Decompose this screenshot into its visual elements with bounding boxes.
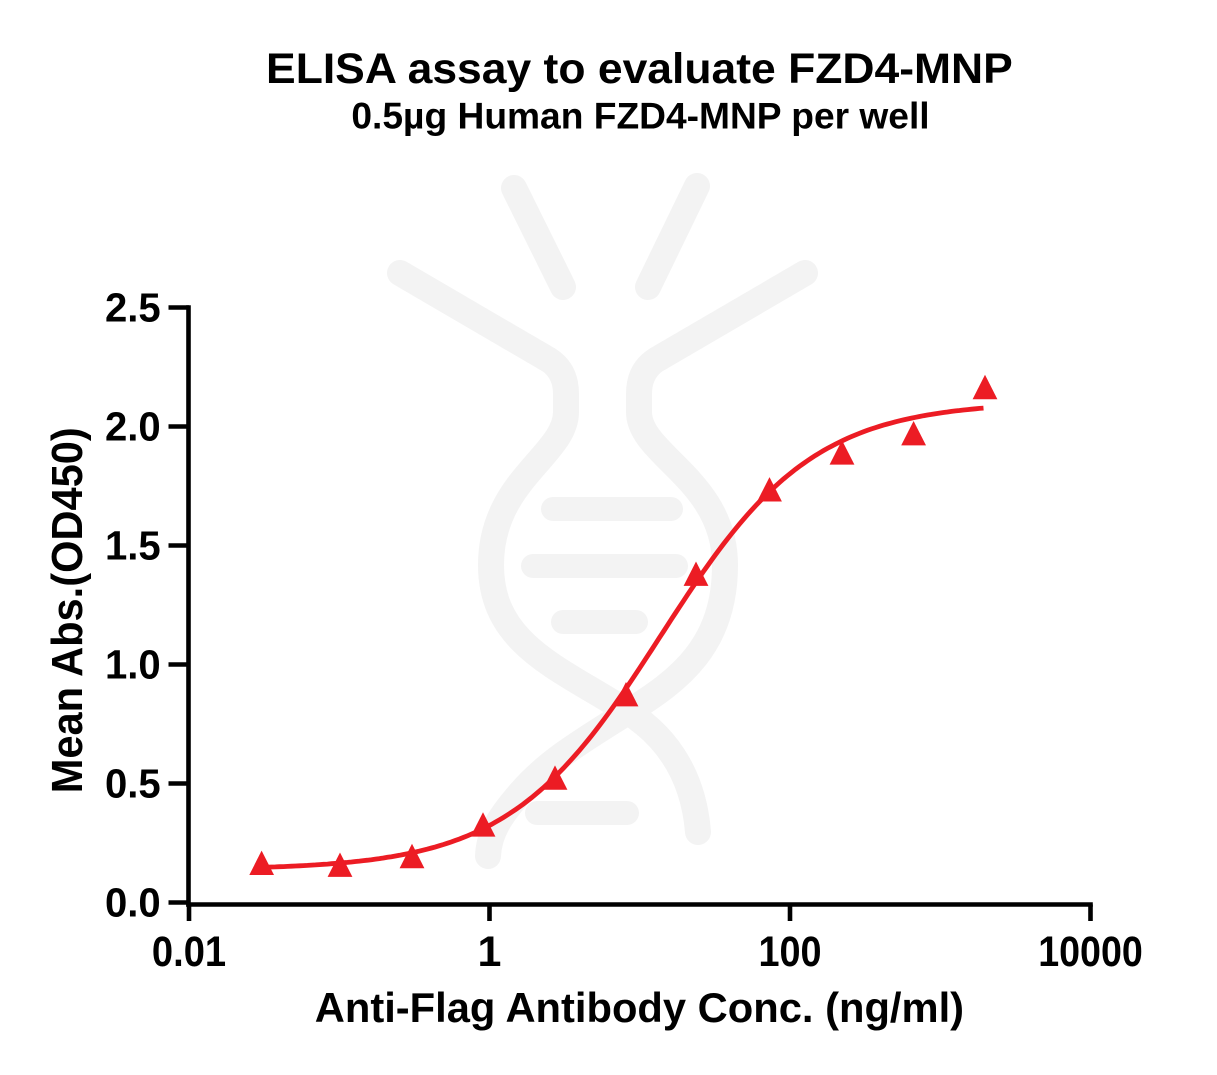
svg-text:0.5µg Human FZD4-MNP per well: 0.5µg Human FZD4-MNP per well bbox=[351, 95, 929, 137]
svg-text:Anti-Flag Antibody Conc. (ng/m: Anti-Flag Antibody Conc. (ng/ml) bbox=[315, 984, 964, 1031]
svg-text:2.0: 2.0 bbox=[105, 404, 161, 449]
svg-text:1: 1 bbox=[478, 928, 502, 976]
svg-text:1.5: 1.5 bbox=[105, 523, 161, 568]
svg-text:1.0: 1.0 bbox=[105, 642, 161, 687]
svg-text:0.0: 0.0 bbox=[105, 880, 161, 925]
svg-text:100: 100 bbox=[758, 927, 821, 976]
svg-text:0.01: 0.01 bbox=[152, 927, 226, 976]
svg-text:Mean Abs.(OD450): Mean Abs.(OD450) bbox=[43, 427, 92, 793]
svg-text:2.5: 2.5 bbox=[105, 285, 161, 330]
svg-text:10000: 10000 bbox=[1038, 927, 1143, 976]
svg-text:0.5: 0.5 bbox=[105, 761, 161, 806]
svg-text:ELISA assay to evaluate FZD4-M: ELISA assay to evaluate FZD4-MNP bbox=[266, 45, 1013, 93]
